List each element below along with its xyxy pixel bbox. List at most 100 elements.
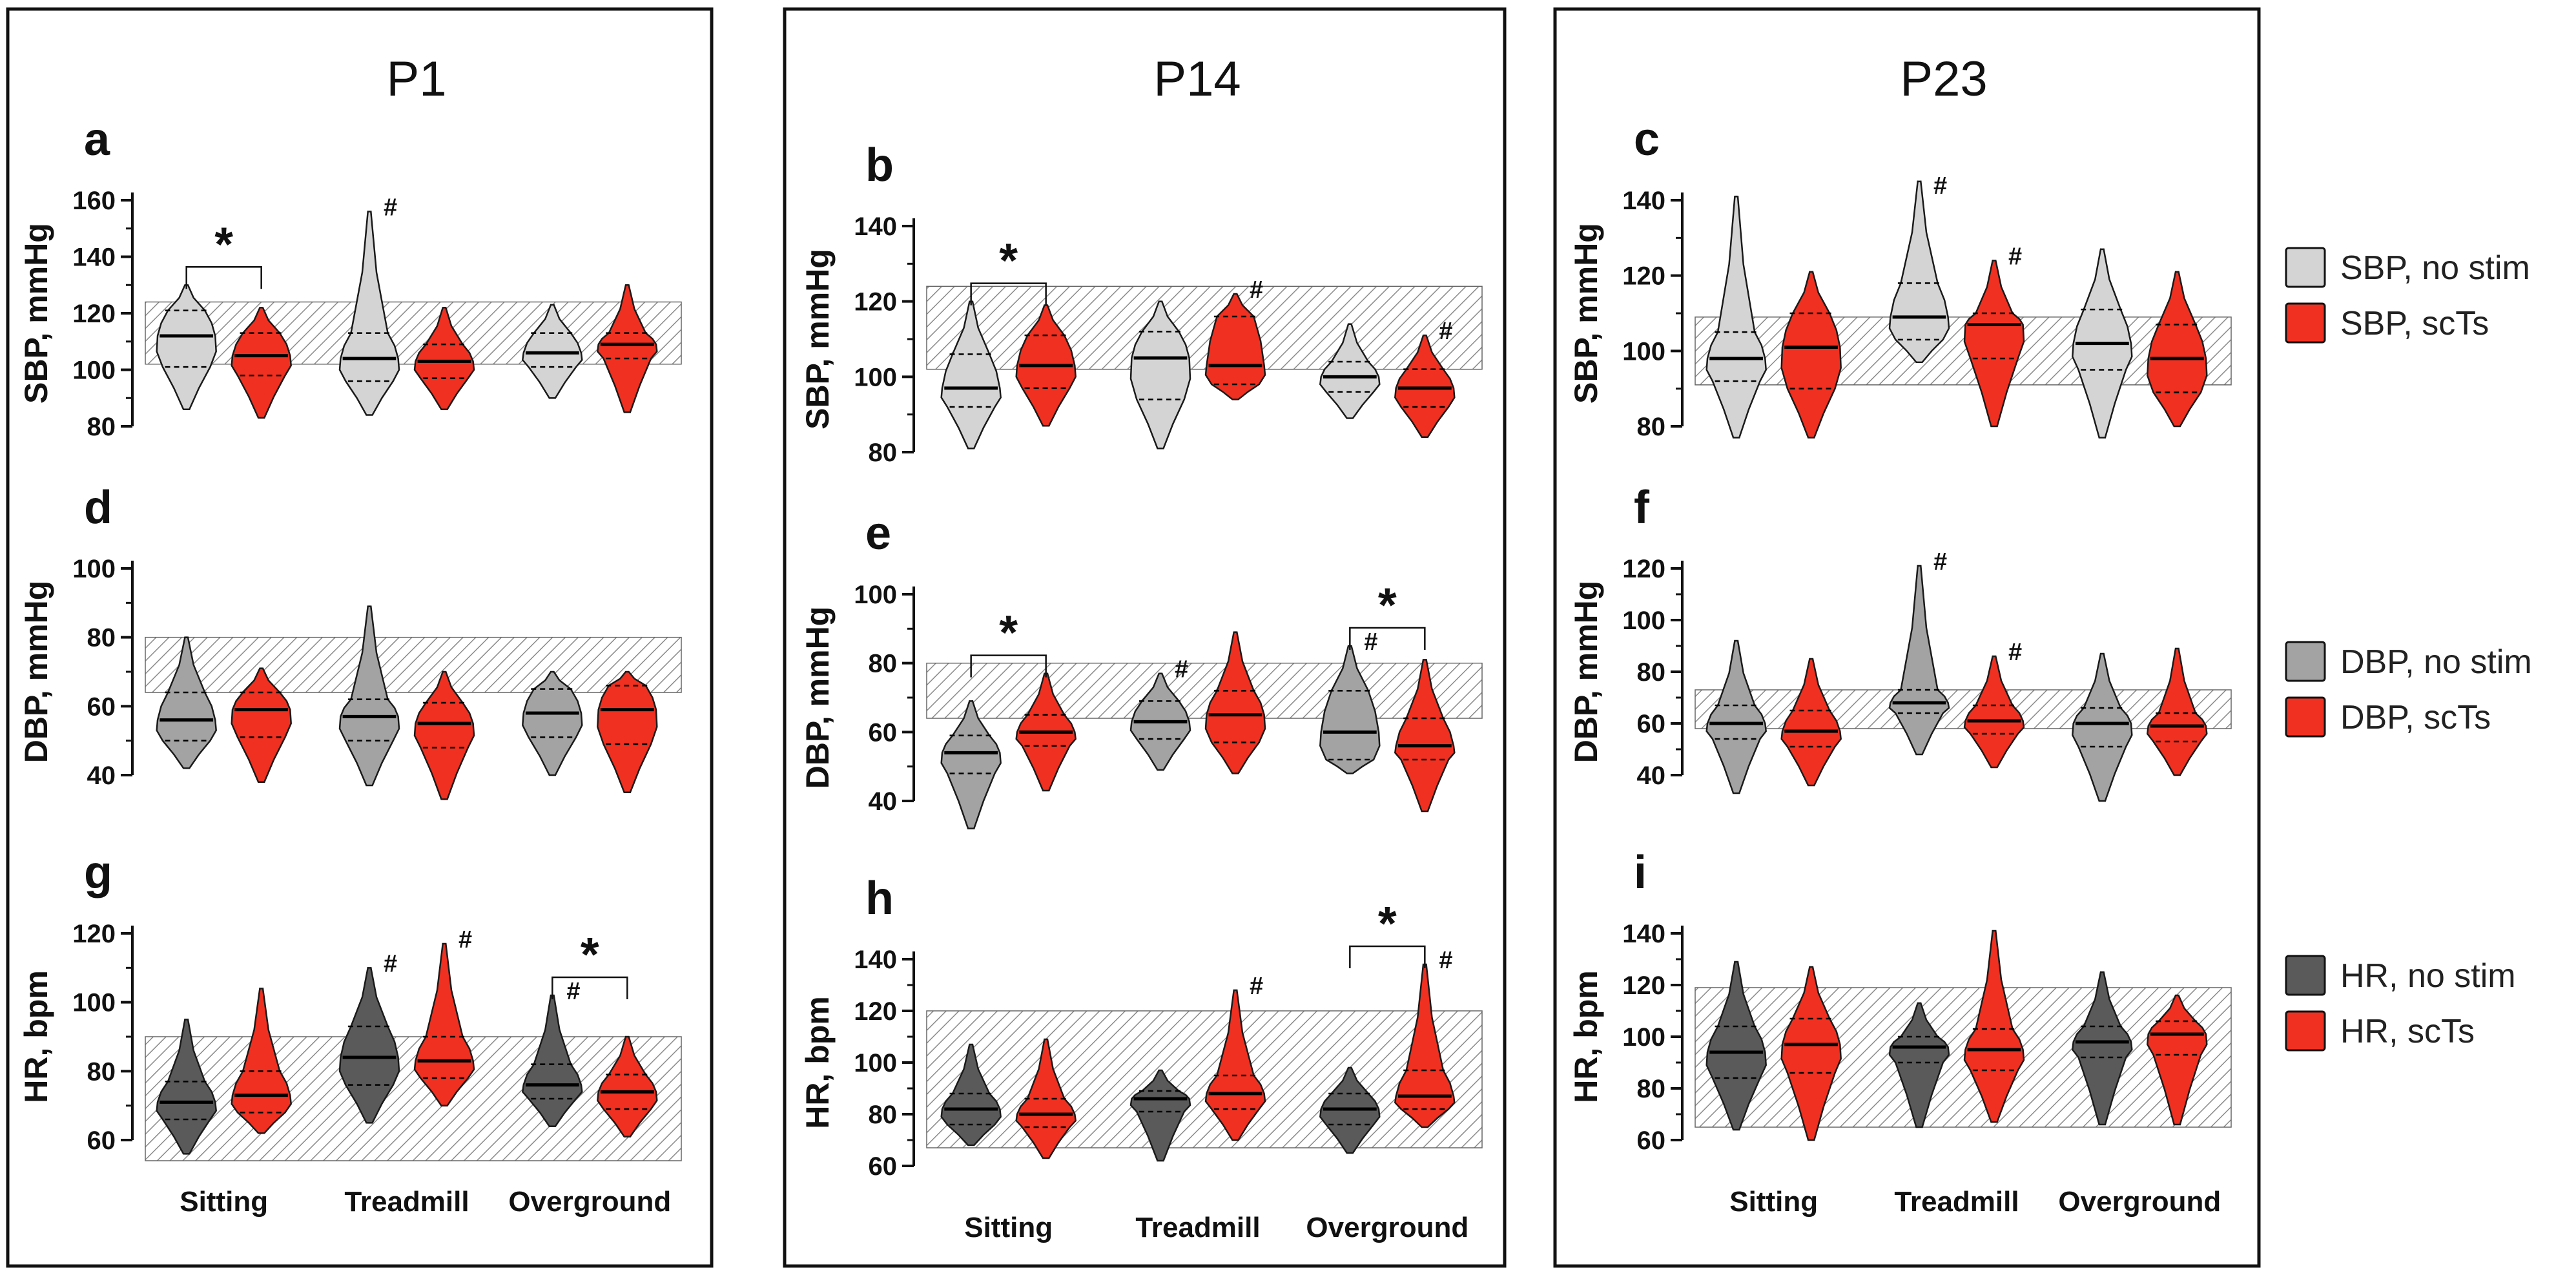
- legend-entry-hr-scts: HR, scTs: [2285, 1010, 2475, 1052]
- violin-body: [156, 1019, 217, 1155]
- reference-band: [1695, 987, 2232, 1128]
- panel-label-g: g: [84, 847, 112, 898]
- violin-scts-overground: [596, 284, 658, 413]
- reference-band: [1695, 689, 2232, 729]
- x-category-label-sitting: Sitting: [180, 1186, 268, 1218]
- violin-body: [1394, 334, 1456, 438]
- y-tick-label: 100: [72, 989, 116, 1017]
- significance-bracket: [185, 266, 262, 289]
- violin-body: [1204, 293, 1266, 400]
- violin-body: [2146, 647, 2208, 776]
- violin-no-stim-sitting: [156, 284, 217, 411]
- violin-scts-overground: [1394, 659, 1456, 813]
- reference-band: [926, 662, 1483, 719]
- y-tick-label: 60: [87, 692, 116, 721]
- y-axis-label: HR, bpm: [1568, 970, 1604, 1103]
- y-tick-label: 120: [854, 997, 897, 1026]
- violin-no-stim-treadmill: [338, 211, 400, 416]
- panel-a: a 80 100 120 140 160 SBP, mmHg * #: [18, 114, 682, 441]
- significance-hash: #: [1933, 548, 1947, 576]
- x-category-label-treadmill: Treadmill: [1135, 1212, 1260, 1243]
- reference-band: [926, 286, 1483, 370]
- y-tick-label: 40: [1637, 762, 1666, 790]
- violin-body: [1888, 180, 1950, 364]
- panel-b: b 80 100 120 140 SBP, mmHg * # #: [799, 140, 1483, 467]
- violin-no-stim-overground: [1319, 323, 1381, 419]
- violin-body: [1204, 631, 1266, 774]
- legend-label: DBP, no stim: [2340, 643, 2532, 681]
- significance-star: *: [999, 606, 1018, 659]
- violin-body: [596, 284, 658, 413]
- panel-c: c 80 100 120 140 SBP, mmHg # #: [1568, 114, 2232, 441]
- legend-swatch: [2285, 955, 2326, 996]
- y-tick-label: 140: [854, 946, 897, 974]
- violin-scts-treadmill: [413, 306, 475, 411]
- violin-body: [1963, 260, 2025, 428]
- significance-star: *: [1378, 897, 1397, 950]
- violin-no-stim-treadmill: [338, 605, 400, 787]
- frame-p1: [6, 7, 714, 1268]
- panel-label-i: i: [1634, 847, 1647, 898]
- violin-no-stim-overground: [1319, 645, 1381, 774]
- significance-hash: #: [384, 194, 397, 222]
- violin-no-stim-treadmill: [1888, 180, 1950, 364]
- y-tick-label: 160: [72, 187, 116, 215]
- violin-scts-treadmill: [1963, 655, 2025, 769]
- significance-star: *: [999, 234, 1018, 287]
- frame-p23: [1553, 7, 2261, 1268]
- y-tick-label: 60: [1637, 1126, 1666, 1155]
- violin-no-stim-treadmill: [1888, 565, 1950, 756]
- violin-body: [1888, 1002, 1950, 1128]
- significance-hash: #: [1439, 947, 1452, 974]
- violin-body: [413, 942, 475, 1106]
- significance-star: *: [581, 928, 599, 981]
- violin-body: [1705, 195, 1767, 439]
- reference-band: [145, 636, 682, 693]
- legend-swatch: [2285, 696, 2326, 738]
- violin-scts-treadmill: [1204, 293, 1266, 400]
- legend-entry-dbp-scts: DBP, scTs: [2285, 696, 2491, 738]
- violin-no-stim-overground: [521, 304, 583, 399]
- y-tick-label: 120: [1622, 555, 1665, 583]
- y-axis-label: DBP, mmHg: [1568, 581, 1604, 763]
- y-tick-label: 100: [1622, 607, 1665, 635]
- violin-scts-overground: [597, 670, 658, 793]
- y-tick-label: 80: [87, 413, 116, 441]
- legend-label: HR, no stim: [2340, 957, 2516, 995]
- violin-scts-sitting: [1780, 658, 1842, 787]
- legend-entry-sbp-scts: SBP, scTs: [2285, 302, 2489, 344]
- y-tick-label: 100: [1622, 1023, 1665, 1052]
- violin-body: [1129, 1069, 1191, 1162]
- violin-body: [2071, 971, 2133, 1126]
- y-tick-label: 100: [72, 357, 116, 385]
- violin-no-stim-treadmill: [338, 967, 400, 1124]
- panel-d: d 40 60 80 100 DBP, mmHg: [18, 482, 682, 800]
- violin-body: [2147, 271, 2208, 428]
- violin-body: [1394, 659, 1456, 813]
- panel-label-e: e: [865, 508, 891, 559]
- significance-hash: #: [1933, 172, 1947, 200]
- significance-hash: #: [2008, 639, 2022, 666]
- legend-entry-sbp-nostim: SBP, no stim: [2285, 247, 2530, 288]
- violin-no-stim-sitting: [156, 1019, 217, 1155]
- y-axis-label: HR, bpm: [799, 996, 836, 1129]
- y-tick-label: 60: [87, 1126, 116, 1155]
- panel-label-c: c: [1634, 114, 1660, 165]
- y-axis-label: DBP, mmHg: [18, 581, 54, 763]
- violin-no-stim-overground: [2072, 652, 2133, 802]
- violin-scts-sitting: [231, 988, 292, 1134]
- significance-hash: #: [1175, 656, 1188, 683]
- y-tick-label: 80: [1637, 413, 1666, 441]
- violin-scts-sitting: [1015, 1038, 1077, 1159]
- x-category-label-treadmill: Treadmill: [344, 1186, 469, 1218]
- legend-label: SBP, no stim: [2340, 249, 2530, 287]
- y-axis-label: SBP, mmHg: [799, 249, 836, 430]
- violin-body: [2072, 652, 2133, 802]
- y-axis-label: HR, bpm: [18, 970, 54, 1103]
- violin-body: [1705, 960, 1767, 1131]
- participant-title-p23: P23: [1900, 52, 1987, 107]
- violin-no-stim-treadmill: [1129, 1069, 1191, 1162]
- violin-scts-treadmill: [1204, 631, 1266, 774]
- y-tick-label: 40: [87, 762, 116, 790]
